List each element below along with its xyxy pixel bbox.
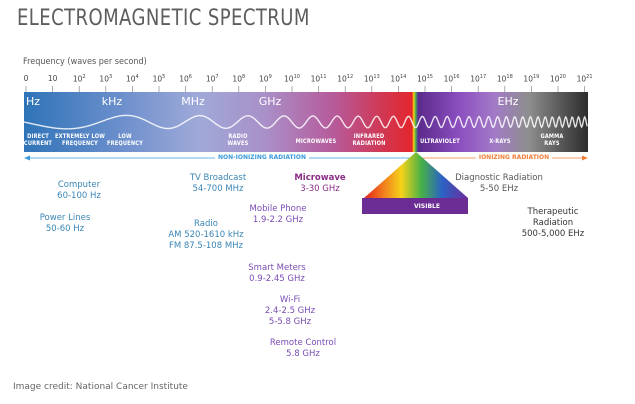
frequency-tick-label: 0 <box>23 74 29 83</box>
source-radio: Radio AM 520-1610 kHz FM 87.5-108 MHz <box>168 219 244 251</box>
unit-hz: Hz <box>25 95 41 108</box>
visible-box <box>362 198 468 214</box>
band-microwaves: MICROWAVES <box>295 138 337 145</box>
frequency-tick-label: 1018 <box>496 74 513 84</box>
frequency-tick-label: 104 <box>126 74 139 84</box>
unit-ghz: GHz <box>258 95 282 108</box>
frequency-tick-label: 105 <box>152 74 166 84</box>
source-wifi: Wi-Fi 2.4-2.5 GHz 5-5.8 GHz <box>264 295 316 327</box>
frequency-tick-label: 1013 <box>363 74 380 84</box>
frequency-tick-label: 1016 <box>443 74 460 84</box>
frequency-tick-label: 106 <box>179 74 192 84</box>
band-low-frequency: LOW FREQUENCY <box>106 133 144 147</box>
frequency-axis-title: Frequency (waves per second) <box>23 57 147 67</box>
ionizing-label: IONIZING RADIATION <box>475 154 553 162</box>
frequency-tick-label: 108 <box>232 74 246 84</box>
band-extremely-low-frequency: EXTREMELY LOW FREQUENCY <box>54 133 106 147</box>
band-radio-waves: RADIO WAVES <box>227 133 249 147</box>
band-infrared: INFRARED RADIATION <box>352 133 386 147</box>
wave-line <box>23 114 588 130</box>
source-tv-broadcast: TV Broadcast 54-700 MHz <box>189 173 247 194</box>
source-microwave: Microwave 3-30 GHz <box>294 173 346 194</box>
frequency-tick-label: 1015 <box>417 74 433 84</box>
source-computer: Computer 60-100 Hz <box>57 180 101 201</box>
band-gamma-rays: GAMMA RAYS <box>540 133 564 147</box>
source-mobile-phone: Mobile Phone 1.9-2.2 GHz <box>249 204 307 225</box>
ionizing-band <box>418 92 588 152</box>
frequency-tick-label: 10 <box>47 74 58 83</box>
frequency-tick-label: 1019 <box>523 74 540 84</box>
frequency-tick-label: 109 <box>259 74 272 84</box>
unit-ehz: EHz <box>497 95 519 108</box>
frequency-tick-label: 1011 <box>310 74 327 84</box>
source-remote-control: Remote Control 5.8 GHz <box>269 338 337 359</box>
frequency-tick-label: 102 <box>72 74 86 84</box>
frequency-tick-label: 103 <box>99 74 113 84</box>
page-title: ELECTROMAGNETIC SPECTRUM <box>17 6 310 31</box>
non-ionizing-label: NON-IONIZING RADIATION <box>215 154 309 162</box>
unit-mhz: MHz <box>181 95 205 108</box>
prism-triangle <box>364 152 468 198</box>
frequency-tick-label: 1020 <box>550 74 566 84</box>
frequency-tick-label: 1010 <box>284 74 300 84</box>
source-therapeutic-radiation: Therapeutic Radiation 500-5,000 EHz <box>521 207 585 239</box>
non-ionizing-band <box>24 92 412 152</box>
frequency-tick-label: 1017 <box>470 74 487 84</box>
image-credit: Image credit: National Cancer Institute <box>13 382 188 392</box>
visible-label: VISIBLE <box>414 203 440 210</box>
frequency-tick-marks <box>25 86 585 92</box>
frequency-tick-label: 1021 <box>576 74 593 84</box>
frequency-tick-label: 1012 <box>337 74 354 84</box>
band-direct-current: DIRECT CURRENT <box>23 133 53 147</box>
band-x-rays: X-RAYS <box>489 138 511 145</box>
band-ultraviolet: ULTRAVIOLET <box>420 138 460 145</box>
frequency-tick-label: 107 <box>205 74 219 84</box>
source-diagnostic-radiation: Diagnostic Radiation 5-50 EHz <box>455 173 543 194</box>
source-smart-meters: Smart Meters 0.9-2.45 GHz <box>248 263 306 284</box>
visible-strip <box>412 92 418 152</box>
source-power-lines: Power Lines 50-60 Hz <box>39 213 91 234</box>
frequency-tick-label: 1014 <box>390 74 407 84</box>
unit-khz: kHz <box>101 95 123 108</box>
